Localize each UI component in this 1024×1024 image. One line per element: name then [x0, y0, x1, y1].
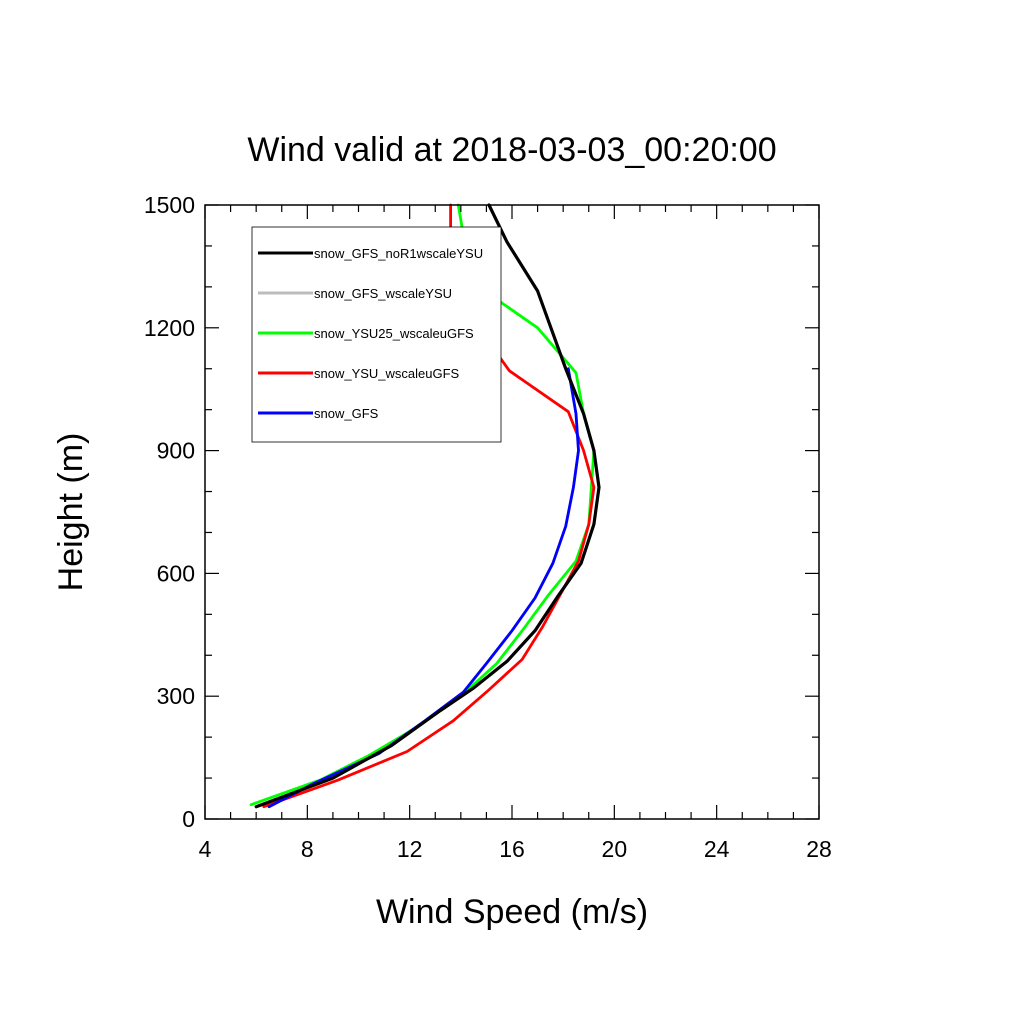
y-tick-label: 300 [157, 683, 195, 709]
legend: snow_GFS_noR1wscaleYSU snow_GFS_wscaleYSU… [251, 226, 502, 443]
x-tick-label: 28 [806, 836, 832, 862]
chart-title: Wind valid at 2018-03-03_00:20:00 [247, 131, 776, 169]
y-tick-label: 0 [182, 806, 195, 832]
x-axis-label: Wind Speed (m/s) [376, 893, 648, 931]
y-tick-label: 1500 [144, 192, 195, 218]
legend-label: snow_GFS_noR1wscaleYSU [314, 246, 483, 261]
x-tick-label: 16 [499, 836, 525, 862]
y-tick-label: 600 [157, 560, 195, 586]
x-tick-label: 24 [704, 836, 730, 862]
x-tick-label: 12 [397, 836, 423, 862]
series-line-1 [254, 203, 601, 809]
legend-label: snow_GFS [314, 406, 379, 421]
tick-labels: 4 8 12 16 20 24 28 0 300 600 900 1200 1500 [144, 192, 832, 862]
plot-frame [204, 204, 820, 820]
y-tick-label: 1200 [144, 315, 195, 341]
legend-items: snow_GFS_noR1wscaleYSU snow_GFS_wscaleYSU… [258, 246, 483, 421]
x-tick-label: 8 [301, 836, 314, 862]
x-tick-label: 20 [602, 836, 628, 862]
legend-label: snow_GFS_wscaleYSU [314, 286, 452, 301]
legend-label: snow_YSU25_wscaleuGFS [314, 326, 474, 341]
x-tick-label: 4 [199, 836, 212, 862]
series-layer [249, 203, 601, 809]
y-axis-label: Height (m) [52, 433, 90, 592]
legend-label: snow_YSU_wscaleuGFS [314, 366, 460, 381]
y-tick-label: 900 [157, 438, 195, 464]
